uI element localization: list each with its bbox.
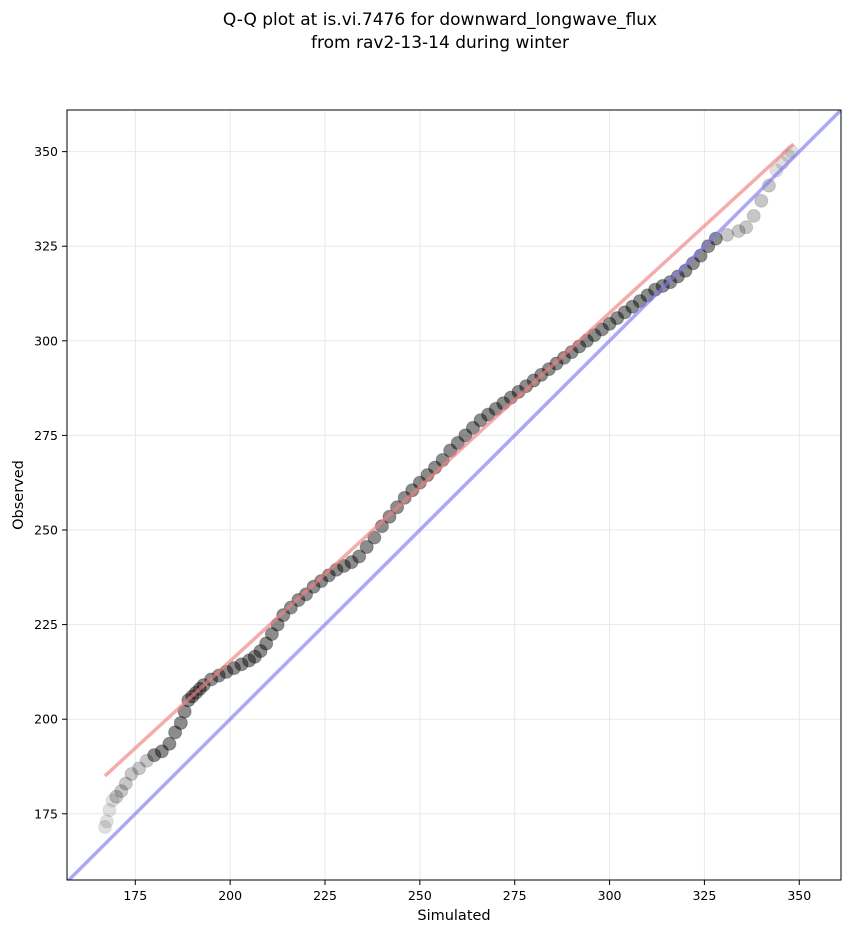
qq-point xyxy=(754,193,769,208)
qq-point xyxy=(450,435,465,450)
x-axis-label: Simulated xyxy=(417,908,490,924)
y-tick-label: 325 xyxy=(34,239,58,254)
qq-point xyxy=(602,316,617,331)
qq-point xyxy=(124,767,139,782)
qq-point xyxy=(670,269,685,284)
x-tick-label: 275 xyxy=(503,888,527,903)
qq-point xyxy=(746,208,761,223)
qq-point xyxy=(594,322,609,337)
qq-point xyxy=(720,227,735,242)
y-axis-label: Observed xyxy=(11,460,27,530)
x-tick-label: 300 xyxy=(598,888,622,903)
qq-point xyxy=(769,163,784,178)
qq-point xyxy=(264,627,279,642)
qq-point xyxy=(253,644,268,659)
qq-point xyxy=(473,413,488,428)
qq-point xyxy=(359,540,374,555)
qq-point xyxy=(632,294,647,309)
qq-point xyxy=(625,299,640,314)
qq-point xyxy=(458,428,473,443)
qq-point xyxy=(708,231,723,246)
y-tick-label: 250 xyxy=(34,523,58,538)
fit-line xyxy=(103,142,795,778)
qq-point xyxy=(109,789,124,804)
qq-point xyxy=(173,715,188,730)
x-tick-label: 200 xyxy=(218,888,242,903)
qq-point xyxy=(519,379,534,394)
qq-point xyxy=(114,784,129,799)
x-tick-label: 175 xyxy=(123,888,147,903)
qq-point xyxy=(242,653,257,668)
plot-marks xyxy=(67,110,841,880)
chart-title-line-2: from rav2-13-14 during winter xyxy=(311,33,569,53)
qq-point xyxy=(154,744,169,759)
qq-point xyxy=(617,305,632,320)
qq-point xyxy=(105,793,120,808)
qq-point xyxy=(102,803,117,817)
qq-point xyxy=(299,587,314,602)
qq-point xyxy=(247,649,262,664)
identity-line xyxy=(67,110,841,880)
qq-point xyxy=(234,657,249,672)
x-tick-label: 250 xyxy=(408,888,432,903)
y-tick-label: 200 xyxy=(34,712,58,727)
qq-point xyxy=(314,574,329,589)
y-tick-label: 300 xyxy=(34,333,58,348)
qq-point xyxy=(481,407,496,422)
qq-point xyxy=(162,736,177,751)
qq-point xyxy=(168,725,183,740)
qq-point xyxy=(344,555,359,570)
grid-lines xyxy=(67,110,841,880)
qq-point xyxy=(139,753,154,768)
qq-point xyxy=(99,814,114,829)
qq-point xyxy=(739,220,754,235)
x-tick-label: 325 xyxy=(692,888,716,903)
x-tick-label: 350 xyxy=(787,888,811,903)
qq-point xyxy=(761,178,776,193)
qq-point xyxy=(147,748,162,763)
qq-point xyxy=(97,820,112,835)
qq-point xyxy=(701,239,716,254)
qq-point xyxy=(276,608,291,623)
qq-point xyxy=(118,776,133,791)
y-tick-label: 350 xyxy=(34,144,58,159)
qq-point xyxy=(557,350,572,365)
y-tick-label: 175 xyxy=(34,806,58,821)
plot-frame xyxy=(66,109,842,881)
qq-point xyxy=(259,636,274,651)
qq-point xyxy=(132,761,147,776)
qq-point xyxy=(336,558,351,573)
qq-point xyxy=(610,311,625,326)
qq-point xyxy=(465,420,480,435)
qq-point xyxy=(397,490,412,505)
y-axis-ticks: 175 200 225 250 275 300 325 350 xyxy=(34,144,67,821)
y-tick-label: 275 xyxy=(34,428,58,443)
qq-point xyxy=(352,549,367,564)
x-tick-label: 225 xyxy=(313,888,337,903)
x-axis-ticks: 175 200 225 250 275 300 325 350 xyxy=(123,880,811,903)
qq-point xyxy=(731,224,746,239)
qq-point xyxy=(226,661,241,676)
chart-title-line-1: Q-Q plot at is.vi.7476 for downward_long… xyxy=(223,10,657,30)
y-tick-label: 225 xyxy=(34,617,58,632)
